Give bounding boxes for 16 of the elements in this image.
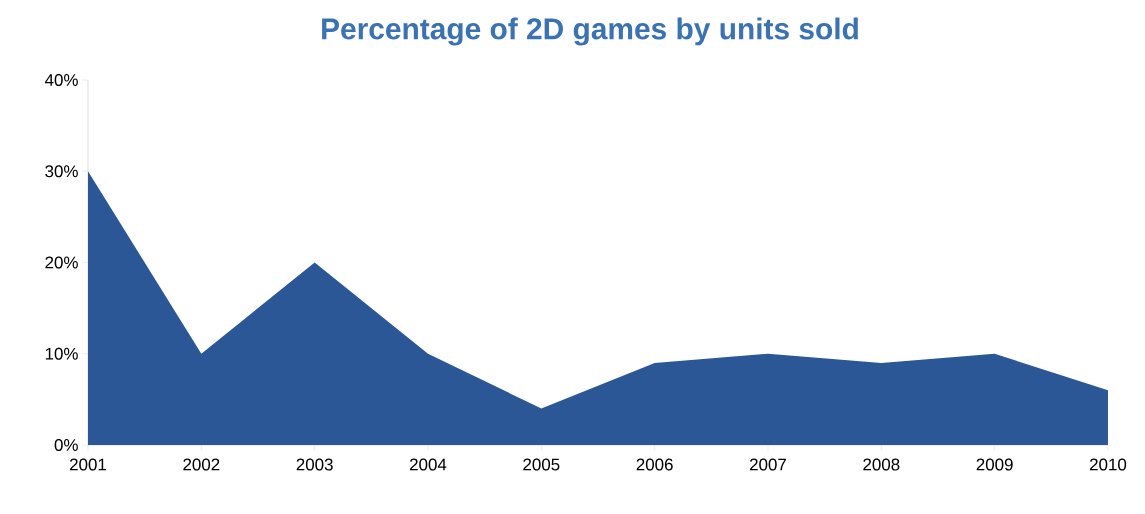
- x-tick-label: 2009: [976, 458, 1013, 471]
- x-tick-label: 2008: [863, 458, 900, 471]
- y-tick-label: 0%: [54, 439, 78, 451]
- y-tick-label: 30%: [45, 165, 78, 178]
- x-tick-label: 2007: [750, 458, 786, 471]
- x-tick-label: 2001: [70, 458, 106, 471]
- x-tick-label: 2002: [183, 458, 220, 471]
- chart-title: Percentage of 2D games by units sold: [322, 17, 858, 46]
- y-tick-label: 40%: [44, 74, 78, 86]
- x-tick-label: 2006: [636, 458, 673, 471]
- x-tick-label: 2004: [410, 458, 447, 471]
- y-tick-label: 20%: [45, 256, 78, 269]
- x-tick-label: 2003: [296, 458, 333, 471]
- y-tick-label: 10%: [45, 347, 78, 360]
- x-tick-label: 2010: [1090, 458, 1127, 471]
- x-tick-label: 2005: [523, 458, 560, 471]
